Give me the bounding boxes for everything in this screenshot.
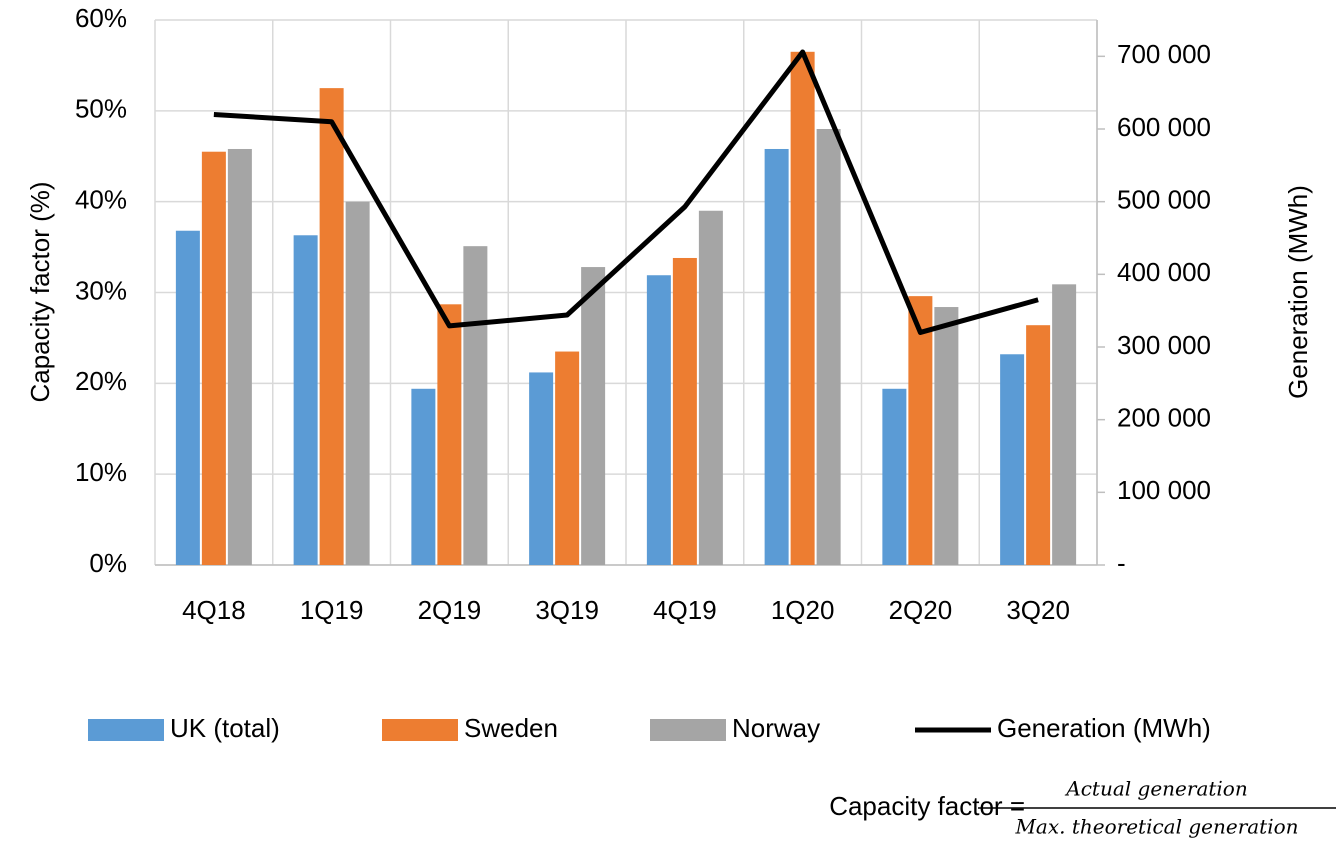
y2-tick-label: 500 000 (1117, 185, 1211, 215)
formula-label: Capacity factor = (829, 791, 1025, 821)
legend-label: Sweden (464, 713, 558, 743)
bar (201, 151, 226, 566)
y2-tick-label: - (1117, 548, 1126, 578)
x-tick-label: 2Q19 (418, 595, 482, 625)
bar (1000, 354, 1025, 565)
formula-numerator: Actual generation (1064, 777, 1247, 801)
bar (698, 210, 723, 565)
bar (581, 267, 606, 565)
bar (411, 388, 436, 565)
bar (555, 351, 580, 565)
legend-label: Norway (732, 713, 820, 743)
bar (319, 88, 344, 565)
bar (345, 201, 370, 565)
bar (463, 246, 488, 566)
y-tick-label: 40% (75, 185, 127, 215)
legend-swatch (650, 719, 726, 741)
legend-label: UK (total) (170, 713, 280, 743)
y-axis-label: Capacity factor (%) (25, 181, 55, 402)
bar (175, 230, 200, 565)
y-tick-label: 20% (75, 366, 127, 396)
legend-swatch (88, 719, 164, 741)
bar (934, 307, 959, 565)
bar (816, 129, 841, 565)
x-tick-label: 4Q18 (182, 595, 246, 625)
y-tick-label: 30% (75, 275, 127, 305)
x-tick-label: 3Q19 (535, 595, 599, 625)
y2-tick-label: 200 000 (1117, 403, 1211, 433)
x-tick-label: 3Q20 (1006, 595, 1070, 625)
bar (437, 304, 462, 565)
x-tick-label: 1Q19 (300, 595, 364, 625)
bar (293, 235, 318, 565)
y2-tick-label: 100 000 (1117, 475, 1211, 505)
bar (882, 388, 907, 565)
x-tick-label: 4Q19 (653, 595, 717, 625)
x-tick-label: 1Q20 (771, 595, 835, 625)
y2-tick-label: 300 000 (1117, 330, 1211, 360)
bar (646, 275, 671, 565)
y-tick-label: 10% (75, 457, 127, 487)
y-tick-label: 0% (89, 548, 127, 578)
y-tick-label: 50% (75, 94, 127, 124)
line (213, 49, 1039, 335)
bar (790, 51, 815, 565)
legend-label: Generation (MWh) (997, 713, 1211, 743)
y2-axis-label: Generation (MWh) (1283, 185, 1313, 399)
y2-tick-label: 700 000 (1117, 39, 1211, 69)
bar (1026, 325, 1051, 565)
bar (1052, 284, 1077, 565)
legend-swatch (382, 719, 458, 741)
x-tick-label: 2Q20 (889, 595, 953, 625)
bar (227, 148, 252, 565)
bar (672, 257, 697, 565)
bar (908, 296, 933, 565)
formula-denominator: Max. theoretical generation (1014, 815, 1298, 839)
bar (764, 148, 789, 565)
y2-tick-label: 600 000 (1117, 112, 1211, 142)
y2-tick-label: 400 000 (1117, 257, 1211, 287)
bar (529, 372, 554, 565)
y-tick-label: 60% (75, 3, 127, 33)
